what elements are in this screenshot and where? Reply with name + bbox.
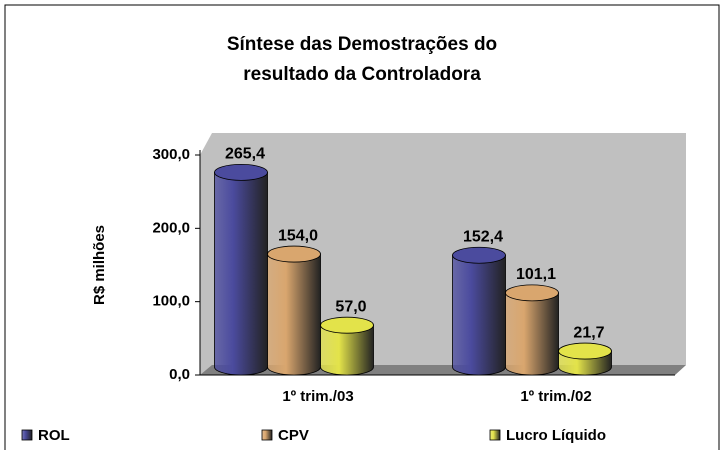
y-tick-label: 0,0 <box>169 366 190 383</box>
y-tick-label: 100,0 <box>152 293 190 310</box>
chart-title: Síntese das Demostrações do <box>227 34 497 55</box>
data-label: 101,1 <box>516 266 556 283</box>
bar <box>267 245 321 376</box>
bar-top <box>267 245 321 263</box>
data-label: 152,4 <box>463 228 503 245</box>
bar-top <box>214 163 268 181</box>
bar <box>505 284 559 376</box>
bar-top <box>505 284 559 302</box>
data-label: 21,7 <box>573 324 604 341</box>
x-tick-label: 1º trim./02 <box>520 388 591 405</box>
bar-top <box>558 342 612 360</box>
y-tick-label: 200,0 <box>152 219 190 236</box>
legend-swatch <box>21 429 33 441</box>
bar-body <box>452 254 506 376</box>
legend-label: CPV <box>278 427 309 444</box>
y-tick-label: 300,0 <box>152 146 190 163</box>
legend-label: Lucro Líquido <box>506 427 606 444</box>
bar-body <box>505 292 559 376</box>
plot-wall <box>200 133 686 375</box>
bar <box>214 163 268 376</box>
data-label: 57,0 <box>335 298 366 315</box>
bar-body <box>214 171 268 376</box>
y-axis-label: R$ milhões <box>91 225 108 305</box>
bar-body <box>320 324 374 376</box>
legend-swatch <box>489 429 501 441</box>
chart-title: resultado da Controladora <box>243 64 481 85</box>
bar <box>558 342 612 376</box>
bar-body <box>267 253 321 376</box>
data-label: 265,4 <box>225 146 265 163</box>
bar <box>320 316 374 376</box>
x-tick-label: 1º trim./03 <box>282 388 353 405</box>
bar-top <box>452 246 506 264</box>
data-label: 154,0 <box>278 227 318 244</box>
legend-swatch <box>261 429 273 441</box>
legend-label: ROL <box>38 427 70 444</box>
bar-top <box>320 316 374 334</box>
bar <box>452 246 506 376</box>
